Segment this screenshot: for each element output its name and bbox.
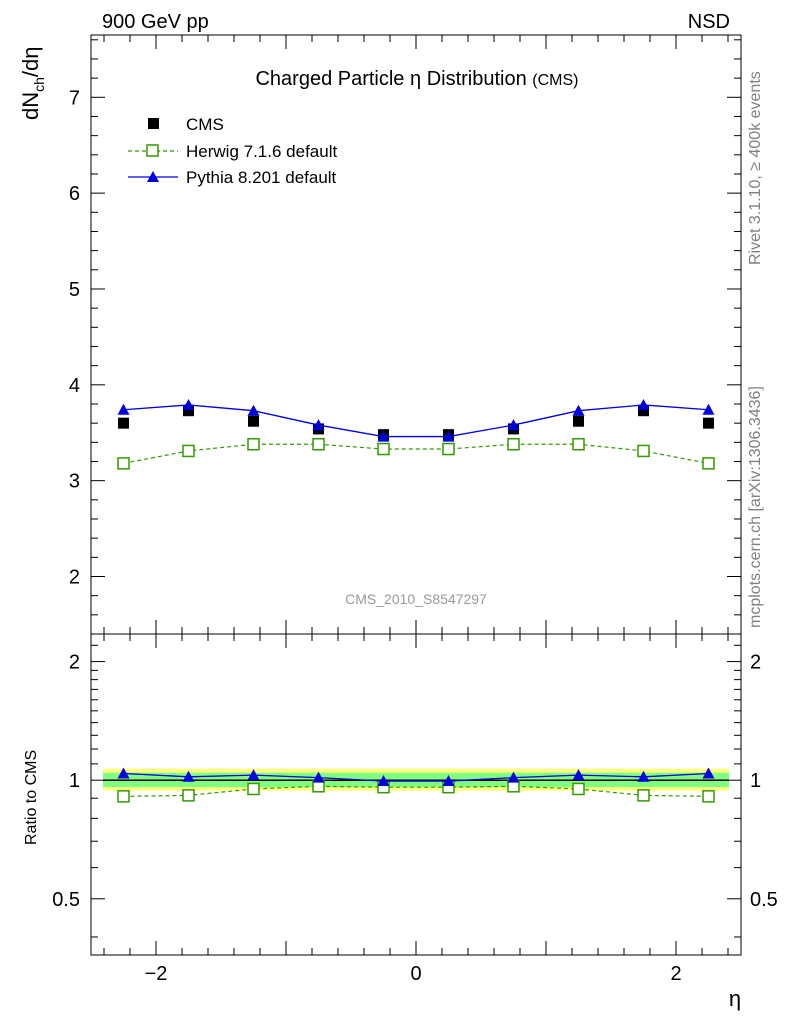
main-ytick-label: 2 [69, 566, 80, 588]
pythia-point [442, 430, 455, 442]
ratio-ytick-label-right: 2 [750, 652, 761, 674]
main-panel: 2 3 4 5 6 7 Charged Particle η Distribution (… [18, 34, 742, 635]
pythia-ratio-point [247, 769, 260, 781]
ratio-ytick-label-right: 1 [750, 770, 761, 792]
pythia-point [572, 404, 585, 416]
cms-point [248, 415, 259, 427]
pythia-point [182, 398, 195, 410]
herwig-ratio-point [702, 790, 715, 803]
pythia-point [377, 430, 390, 442]
herwig-ratio-point [247, 782, 260, 796]
herwig-point [182, 444, 195, 458]
title-symbol: η [410, 68, 421, 90]
ratio-ytick-label-right: 0.5 [750, 889, 778, 911]
cms-point [638, 405, 649, 417]
pythia-point [702, 403, 715, 415]
process-label: NSD [688, 11, 730, 33]
herwig-point [442, 442, 455, 456]
pythia-point [507, 419, 520, 431]
legend: CMS Herwig 7.1.6 default Pythia 8.201 de… [128, 115, 337, 187]
ratio-ytick-label-left: 1 [69, 770, 80, 792]
legend-herwig-marker [146, 144, 159, 157]
herwig-ratio-point [572, 782, 585, 796]
legend-cms-marker [148, 118, 159, 129]
main-ytick-label: 5 [69, 279, 80, 301]
herwig-point [247, 437, 260, 451]
cms-point [703, 417, 714, 429]
herwig-ratio-point [117, 790, 130, 803]
ratio-ytick-label-left: 2 [69, 652, 80, 674]
pythia-point [247, 404, 260, 416]
legend-herwig-label: Herwig 7.1.6 default [186, 142, 337, 161]
pythia-ratio-point [572, 769, 585, 781]
herwig-point [507, 437, 520, 451]
herwig-point [312, 437, 325, 451]
cms-point [118, 417, 129, 429]
herwig-point [377, 442, 390, 456]
pythia-ratio-point [702, 767, 715, 779]
main-ylabel: dNch/dη [18, 46, 47, 120]
pythia-ratio-point [637, 770, 650, 782]
xtick-label: −2 [145, 963, 168, 985]
chart-title: Charged Particle η Distribution (CMS) [255, 68, 578, 90]
title-tail: Distribution [427, 68, 527, 90]
energy-label: 900 GeV pp [102, 11, 209, 33]
cms-point [183, 405, 194, 417]
herwig-ratio-point [182, 789, 195, 802]
pythia-ratio-point [312, 771, 325, 783]
pythia-ratio-line [123, 772, 709, 782]
ratio-frame [90, 633, 742, 956]
rivet-label: Rivet 3.1.10, ≥ 400k events [747, 71, 764, 265]
title-suffix: (CMS) [532, 72, 578, 89]
main-ytick-label: 3 [69, 471, 80, 493]
analysis-tag: CMS_2010_S8547297 [345, 591, 487, 607]
ratio-panel: 0.5 0.5 1 1 2 2 −2 0 2 Ratio to CMS η [23, 633, 778, 1011]
pythia-ratio-point [117, 767, 130, 779]
pythia-ratio-point [377, 775, 390, 787]
legend-cms-label: CMS [186, 115, 224, 134]
pythia-point [312, 419, 325, 431]
xtick-label: 0 [410, 963, 421, 985]
title-main: Charged Particle [255, 68, 404, 90]
ratio-ylabel: Ratio to CMS [23, 750, 40, 845]
herwig-ratio-point [637, 789, 650, 802]
herwig-point [702, 457, 715, 470]
xtick-label: 2 [670, 963, 681, 985]
main-ytick-label: 7 [69, 87, 80, 109]
herwig-point [572, 437, 585, 451]
mcplots-label: mcplots.cern.ch [arXiv:1306.3436] [747, 386, 764, 628]
main-ytick-label: 4 [69, 375, 80, 397]
herwig-point [637, 444, 650, 458]
legend-pythia-marker [147, 171, 159, 182]
herwig-line [123, 443, 709, 464]
pythia-line [123, 404, 709, 438]
pythia-ratio-point [507, 771, 520, 783]
pythia-ratio-point [442, 775, 455, 787]
x-axis-label: η [729, 986, 741, 1011]
pythia-point [117, 403, 130, 415]
ratio-ytick-label-left: 0.5 [52, 889, 80, 911]
pythia-point [637, 398, 650, 410]
herwig-point [117, 457, 130, 470]
main-ytick-label: 6 [69, 183, 80, 205]
pythia-ratio-point [182, 770, 195, 782]
cms-point [573, 415, 584, 427]
legend-pythia-label: Pythia 8.201 default [186, 168, 337, 187]
